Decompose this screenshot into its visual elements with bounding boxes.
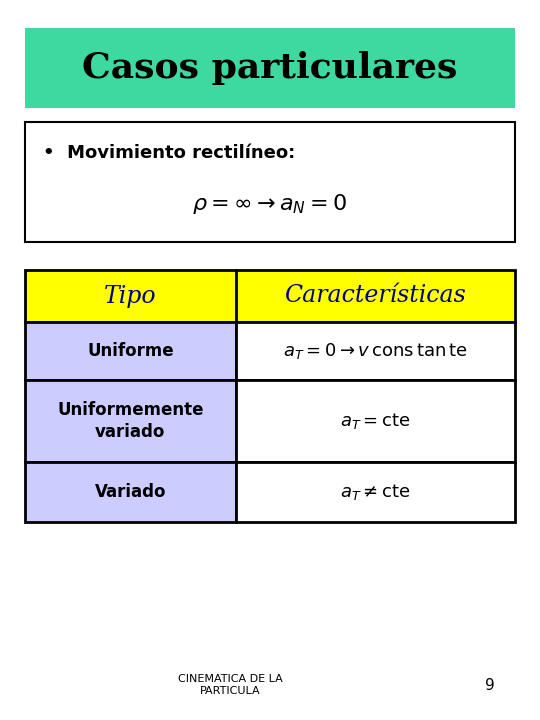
Text: Variado: Variado xyxy=(94,483,166,501)
FancyBboxPatch shape xyxy=(235,380,515,462)
Text: Uniforme: Uniforme xyxy=(87,342,174,360)
Text: Tipo: Tipo xyxy=(104,284,157,307)
FancyBboxPatch shape xyxy=(235,322,515,380)
Text: Casos particulares: Casos particulares xyxy=(82,51,458,85)
Text: •  Movimiento rectilíneo:: • Movimiento rectilíneo: xyxy=(43,144,295,162)
FancyBboxPatch shape xyxy=(25,462,235,522)
Text: 9: 9 xyxy=(485,678,495,693)
FancyBboxPatch shape xyxy=(25,28,515,108)
Text: $a_T = \mathrm{cte}$: $a_T = \mathrm{cte}$ xyxy=(340,411,410,431)
Text: $\rho = \infty \rightarrow a_N = 0$: $\rho = \infty \rightarrow a_N = 0$ xyxy=(192,192,348,216)
FancyBboxPatch shape xyxy=(25,322,235,380)
Text: Uniformemente
variado: Uniformemente variado xyxy=(57,401,204,441)
FancyBboxPatch shape xyxy=(25,380,235,462)
FancyBboxPatch shape xyxy=(235,462,515,522)
Text: Características: Características xyxy=(285,284,466,307)
Text: $a_T \neq \mathrm{cte}$: $a_T \neq \mathrm{cte}$ xyxy=(340,482,410,502)
FancyBboxPatch shape xyxy=(25,122,515,242)
Text: CINEMATICA DE LA
PARTICULA: CINEMATICA DE LA PARTICULA xyxy=(178,674,282,696)
FancyBboxPatch shape xyxy=(25,270,515,322)
Text: $a_T = 0 \rightarrow v\,\mathrm{cons\,tan\,te}$: $a_T = 0 \rightarrow v\,\mathrm{cons\,ta… xyxy=(283,341,468,361)
